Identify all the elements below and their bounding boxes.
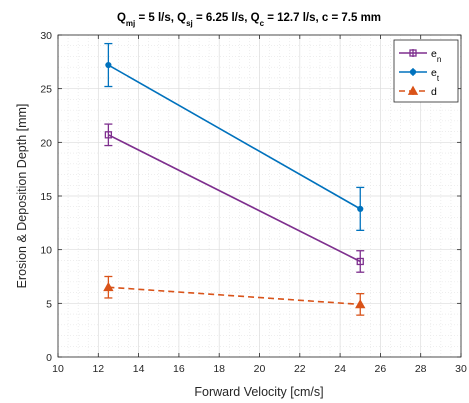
data-point-e_n: [104, 131, 113, 139]
data-point-e_t: [357, 205, 364, 212]
legend-box: [393, 39, 459, 103]
legend-label-e_n: en: [431, 48, 441, 64]
x-tick-label: 18: [213, 363, 225, 375]
legend-label-e_t: et: [431, 67, 440, 83]
y-tick-label: 10: [40, 245, 52, 257]
series-line-e_n: [108, 134, 361, 263]
y-axis-ticks: 0 5 10 15 20 25 30: [40, 30, 461, 364]
x-tick-label: 28: [415, 363, 427, 375]
data-point-d: [355, 299, 366, 309]
y-tick-label: 25: [40, 84, 52, 96]
x-tick-label: 10: [52, 363, 64, 375]
x-tick-label: 24: [334, 363, 346, 375]
y-tick-label: 30: [40, 30, 52, 42]
data-point-e_n: [356, 257, 364, 266]
x-tick-label: 20: [254, 363, 266, 375]
y-axis-label: Erosion & Deposition Depth [mm]: [15, 104, 29, 289]
legend-marker-e_n: [409, 49, 417, 57]
legend: en et d: [393, 39, 459, 103]
series-line-d: [108, 286, 361, 306]
y-tick-label: 0: [46, 352, 52, 364]
legend-marker-d: [407, 85, 419, 95]
x-axis-ticks: 10 12 14 16 18 20 22 24 26 28 30: [52, 35, 467, 375]
series-e_n: [104, 123, 365, 273]
y-tick-label: 20: [40, 137, 52, 149]
x-tick-label: 14: [133, 363, 145, 375]
legend-entry-e_t: et: [399, 67, 440, 83]
x-tick-label: 22: [294, 363, 306, 375]
major-grid: [57, 34, 462, 358]
legend-label-d: d: [431, 86, 437, 98]
legend-entry-e_n: en: [399, 48, 441, 64]
chart-title: Qmj = 5 l/s, Qsj = 6.25 l/s, Qc = 12.7 l…: [117, 12, 381, 28]
series-layer: [103, 42, 366, 316]
series-e_t: [104, 42, 365, 231]
data-point-d: [103, 281, 114, 292]
y-tick-label: 5: [46, 298, 52, 310]
legend-marker-e_t: [409, 68, 417, 76]
data-point-e_t: [105, 61, 112, 69]
legend-entry-d: d: [399, 85, 437, 98]
y-tick-label: 15: [40, 191, 52, 203]
x-tick-label: 30: [455, 363, 467, 375]
x-axis-label: Forward Velocity [cm/s]: [194, 385, 323, 399]
series-line-e_t: [107, 64, 361, 210]
x-tick-label: 16: [173, 363, 185, 375]
x-tick-label: 12: [92, 363, 104, 375]
series-d: [103, 275, 366, 316]
x-tick-label: 26: [375, 363, 387, 375]
